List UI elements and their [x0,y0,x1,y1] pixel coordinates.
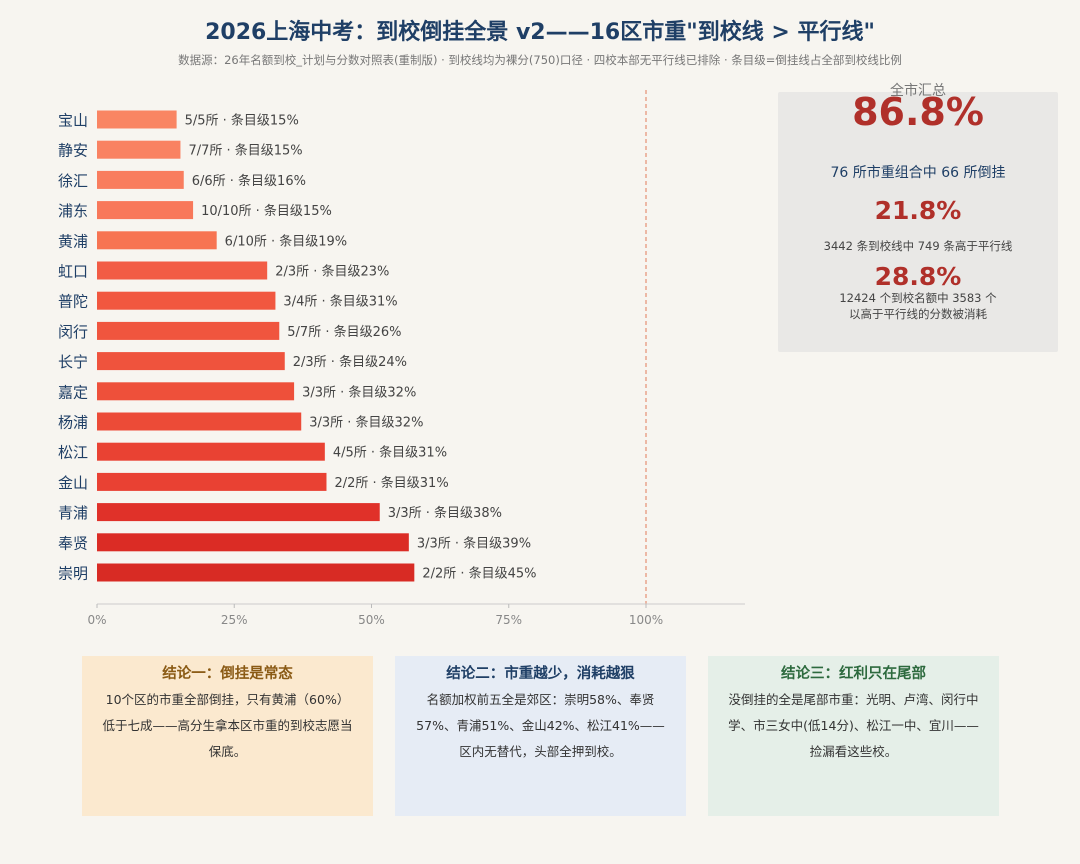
conclusion-3-title: 结论三：红利只在尾部 [781,666,926,682]
bar [97,231,217,250]
bar [97,352,285,371]
category-label: 青浦 [58,504,88,522]
x-tick-label: 50% [358,613,385,627]
summary-stat-seats-desc-2: 以高于平行线的分数被消耗 [849,307,987,321]
bar [97,110,177,129]
bar [97,503,380,522]
summary-stat-lines-desc: 3442 条到校线中 749 条高于平行线 [823,239,1013,253]
category-label: 徐汇 [58,172,88,190]
summary-stat-seats-desc-1: 12424 个到校名额中 3583 个 [839,291,997,305]
conclusion-card-3: 结论三：红利只在尾部 没倒挂的全是尾部市重：光明、卢湾、闵行中学、市三女中(低1… [708,656,999,816]
bar [97,472,327,491]
bar [97,291,276,310]
bar [97,412,302,431]
x-tick-label: 0% [87,613,106,627]
data-label: 2/2所 · 条目级45% [422,566,536,582]
conclusion-1-title: 结论一：倒挂是常态 [162,666,293,682]
bar [97,321,280,340]
bar [97,170,184,189]
x-tick-label: 25% [221,613,248,627]
category-label: 金山 [58,474,88,492]
conclusion-2-title: 结论二：市重越少，消耗越狠 [446,666,635,682]
summary-stat-dependence-desc: 76 所市重组合中 66 所倒挂 [830,165,1006,181]
category-label: 浦东 [58,202,88,220]
data-label: 3/3所 · 条目级38% [388,505,502,521]
data-label: 10/10所 · 条目级15% [201,203,332,219]
x-tick-label: 100% [629,613,663,627]
data-label: 5/7所 · 条目级26% [287,324,401,340]
page-subtitle: 数据源：26年名额到校_计划与分数对照表(重制版) · 到校线均为裸分(750)… [178,53,902,67]
data-label: 3/3所 · 条目级32% [309,415,423,431]
category-label: 松江 [58,444,88,462]
bar [97,382,295,401]
category-label: 长宁 [58,353,88,371]
data-label: 6/10所 · 条目级19% [225,233,348,249]
category-label: 虹口 [58,263,88,281]
bar [97,261,268,280]
category-label: 黄浦 [58,232,88,250]
data-label: 3/3所 · 条目级32% [302,384,416,400]
data-label: 2/2所 · 条目级31% [334,475,448,491]
bar [97,533,409,552]
data-label: 6/6所 · 条目级16% [192,173,306,189]
category-label: 普陀 [58,293,88,311]
category-label: 静安 [58,142,88,160]
bar [97,563,415,582]
conclusion-card-1: 结论一：倒挂是常态 10个区的市重全部倒挂，只有黄浦（60%）低于七成——高分生… [82,656,373,816]
category-label: 宝山 [58,112,88,130]
summary-stat-dependence: 86.8% [852,90,984,134]
summary-panel: 全市汇总 86.8% 76 所市重组合中 66 所倒挂 21.8% 3442 条… [778,83,1058,352]
summary-stat-lines: 21.8% [874,196,962,225]
conclusion-3-body: 没倒挂的全是尾部市重：光明、卢湾、闵行中学、市三女中(低14分)、松江一中、宜川… [728,692,979,759]
category-label: 奉贤 [58,534,88,552]
data-label: 2/3所 · 条目级24% [293,354,407,370]
x-tick-label: 75% [495,613,522,627]
conclusion-card-2: 结论二：市重越少，消耗越狠 名额加权前五全是郊区：崇明58%、奉贤57%、青浦5… [395,656,686,816]
bar [97,442,325,461]
summary-title: 全市汇总 [890,83,946,99]
category-label: 闵行 [58,323,88,341]
data-label: 3/3所 · 条目级39% [417,535,531,551]
summary-stat-seats: 28.8% [874,262,962,291]
bar [97,140,181,159]
bar [97,201,194,220]
category-label: 杨浦 [58,414,88,432]
category-label: 崇明 [58,565,88,583]
category-label: 嘉定 [58,383,88,401]
data-label: 4/5所 · 条目级31% [333,445,447,461]
data-label: 2/3所 · 条目级23% [275,264,389,280]
data-label: 5/5所 · 条目级15% [185,113,299,129]
conclusion-2-body: 名额加权前五全是郊区：崇明58%、奉贤57%、青浦51%、金山42%、松江41%… [416,692,665,759]
conclusion-1-body: 10个区的市重全部倒挂，只有黄浦（60%）低于七成——高分生拿本区市重的到校志愿… [102,692,353,759]
data-label: 3/4所 · 条目级31% [283,294,397,310]
data-label: 7/7所 · 条目级15% [188,143,302,159]
page-title: 2026上海中考：到校倒挂全景 v2——16区市重"到校线 > 平行线" [205,20,875,45]
